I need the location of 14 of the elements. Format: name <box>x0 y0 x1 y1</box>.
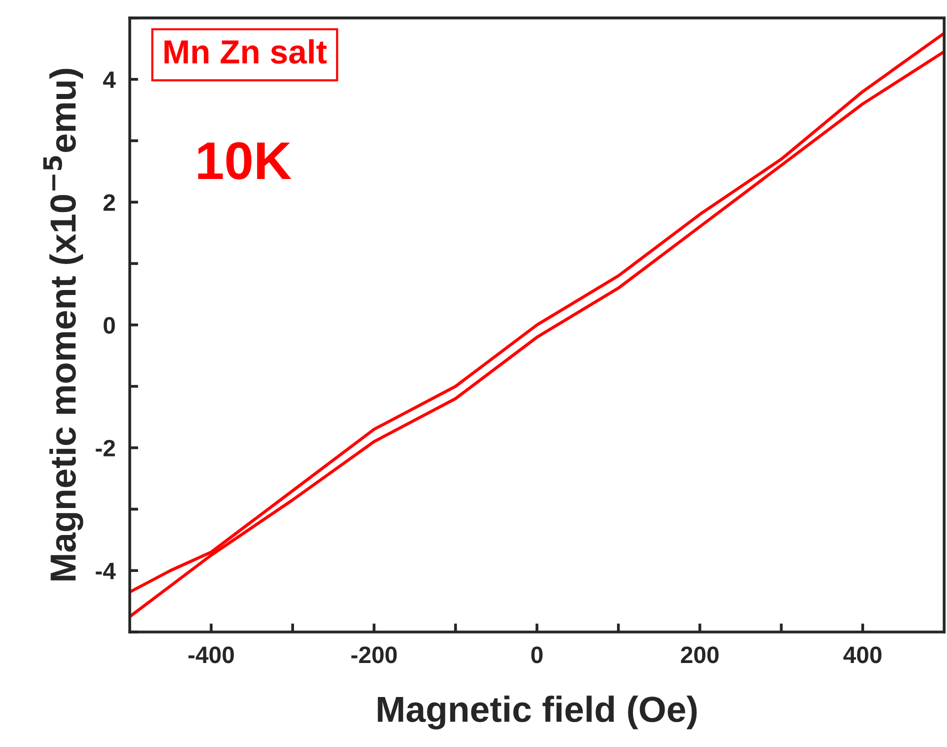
x-tick-label: -400 <box>188 646 234 664</box>
y-tick-label: 0 <box>104 317 115 334</box>
x-tick-label: 200 <box>680 646 719 664</box>
y-tick-label: -2 <box>96 440 115 456</box>
x-tick-label: 400 <box>843 646 882 664</box>
y-tick-label: -4 <box>96 562 116 580</box>
x-tick-label: 0 <box>531 646 543 664</box>
y-tick-label: 2 <box>104 194 115 211</box>
annotation: Mn Zn salt <box>164 39 327 64</box>
annotation: 10K <box>198 142 292 180</box>
y-axis-title: Magnetic moment (x10$^{−5}$emu) <box>43 68 84 580</box>
y-tick-label: 4 <box>103 72 116 88</box>
x-axis-title: Magnetic field (Oe) <box>378 696 697 730</box>
x-tick-label: -200 <box>351 646 397 664</box>
